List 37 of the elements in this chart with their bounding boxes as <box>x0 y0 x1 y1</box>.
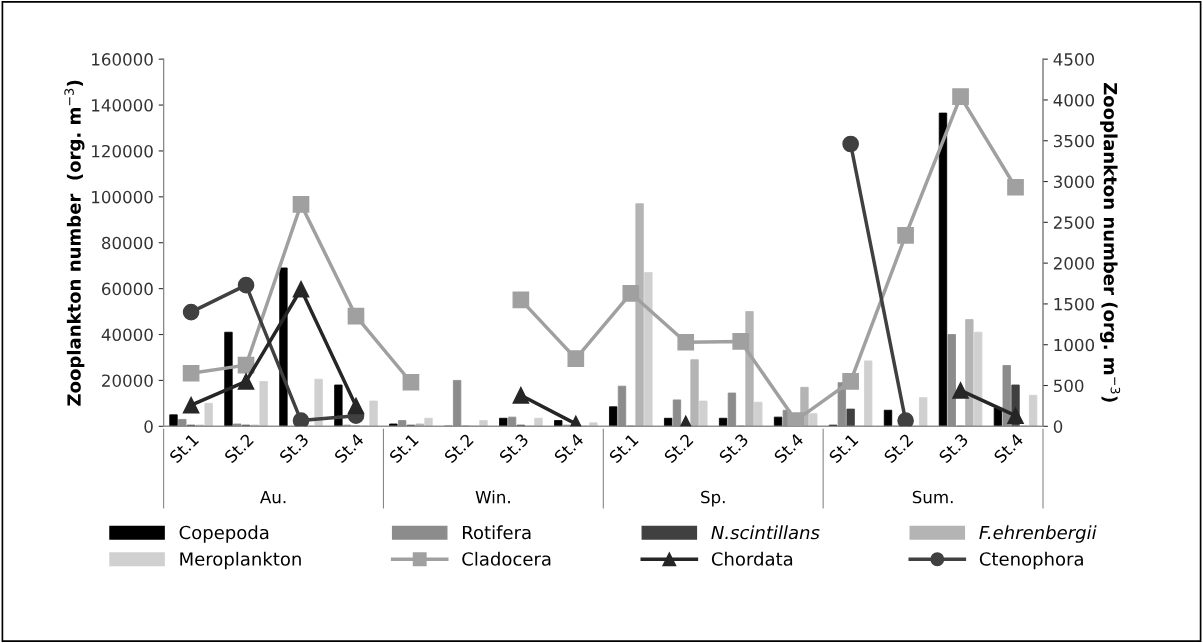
y-tick-label: 140000 <box>92 99 153 112</box>
y-tick-label: 60000 <box>102 282 153 296</box>
y2-tick-label: 3000 <box>1053 175 1095 189</box>
text: Sp. <box>701 490 725 507</box>
y2-axis-title: Zooplankton number (org. m$^{−3}$) <box>1099 82 1121 402</box>
legend-label: Chordata <box>711 551 793 566</box>
y2-tick-label: 2500 <box>1053 216 1095 229</box>
legend-label: Cladocera <box>462 551 551 566</box>
y-tick-label: 80000 <box>102 236 153 250</box>
y-tick-label: 20000 <box>102 374 153 387</box>
y-tick-label: 0 <box>144 420 153 433</box>
y2-tick-label: 1000 <box>1054 338 1095 352</box>
x-tick-label: St.1 <box>608 433 639 464</box>
y2-tick-label: 2000 <box>1053 257 1095 270</box>
x-tick-label: St.1 <box>828 433 859 464</box>
y2-tick-label: 4000 <box>1053 93 1095 107</box>
x-tick-label: St.1 <box>168 433 200 464</box>
x-tick-label: St.1 <box>388 433 419 464</box>
y2-tick-label: 1500 <box>1054 297 1095 311</box>
y2-tick-label: 4500 <box>1053 53 1095 66</box>
y-tick-label: 120000 <box>92 144 153 158</box>
y2-tick-label: 0 <box>1053 420 1063 433</box>
text: Win. <box>475 490 510 504</box>
text: Sum. <box>912 490 953 504</box>
y-tick-label: 100000 <box>92 190 153 204</box>
y2-tick-label: 3500 <box>1053 134 1095 148</box>
y-tick-label: 160000 <box>92 53 153 66</box>
y-tick-label: 40000 <box>101 328 153 342</box>
legend-label: Rotifera <box>463 525 531 540</box>
legend-label: N.scintillans <box>711 525 820 540</box>
text: Au. <box>260 490 286 504</box>
legend-label: Copepoda <box>179 525 269 543</box>
y2-tick-label: 500 <box>1054 379 1084 393</box>
legend-label: F.ehrenbergii <box>979 525 1097 543</box>
y-axis-title: Zooplankton number (org. m$^{−3}$) <box>64 80 85 406</box>
legend-label: Ctenophora <box>979 551 1083 570</box>
legend-label: Meroplankton <box>180 551 301 570</box>
